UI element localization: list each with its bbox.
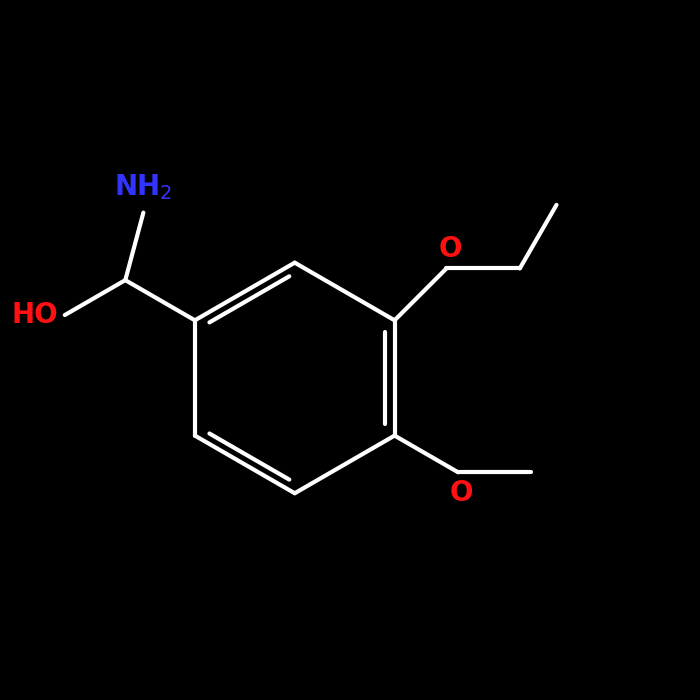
Text: NH$_2$: NH$_2$ xyxy=(114,172,173,202)
Text: O: O xyxy=(450,480,473,508)
Text: O: O xyxy=(438,234,462,262)
Text: HO: HO xyxy=(11,301,58,329)
